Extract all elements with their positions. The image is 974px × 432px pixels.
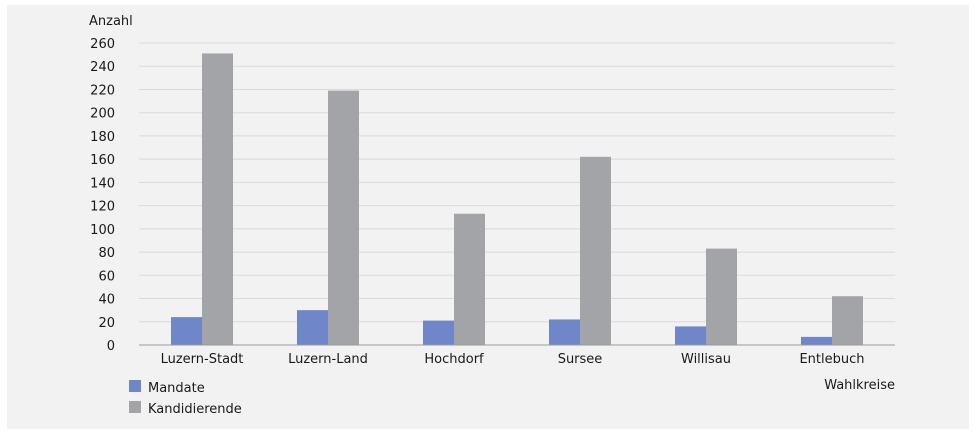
legend-item-kandidierende: Kandidierende <box>129 401 242 417</box>
bar-kandidierende <box>328 90 359 345</box>
y-tick-label: 80 <box>98 246 115 261</box>
bar-mandate <box>549 319 580 345</box>
y-tick-label: 140 <box>90 176 115 191</box>
bar-mandate <box>297 310 328 345</box>
bar-kandidierende <box>832 296 863 345</box>
bar-chart: 0 20 40 60 80 100 120 140 160 180 200 220 240 260 Luz… <box>89 14 895 417</box>
x-tick-label: Sursee <box>558 352 603 367</box>
bar-kandidierende <box>706 248 737 345</box>
bar-kandidierende <box>580 156 611 345</box>
bar-kandidierende <box>202 53 233 345</box>
y-tick-label: 100 <box>90 223 115 238</box>
y-tick-label: 220 <box>90 83 115 98</box>
x-tick-labels: Luzern-Stadt Luzern-Land Hochdorf Sursee Wil… <box>161 352 865 367</box>
bars <box>171 53 863 345</box>
x-tick-label: Hochdorf <box>424 352 484 367</box>
y-tick-label: 20 <box>98 316 115 331</box>
legend-swatch-mandate <box>129 380 141 392</box>
y-tick-label: 160 <box>90 153 115 168</box>
legend-label-mandate: Mandate <box>148 381 205 396</box>
legend: Mandate Kandidierende <box>129 380 242 417</box>
x-tick-label: Luzern-Stadt <box>161 352 244 367</box>
chart-panel: 0 20 40 60 80 100 120 140 160 180 200 220 240 260 Luz… <box>7 5 969 429</box>
x-tick-label: Entlebuch <box>799 352 864 367</box>
x-axis-title: Wahlkreise <box>824 378 895 393</box>
x-tick-label: Luzern-Land <box>288 352 368 367</box>
y-tick-label: 200 <box>90 107 115 122</box>
x-tick-label: Willisau <box>681 352 731 367</box>
y-tick-label: 60 <box>98 269 115 284</box>
bar-kandidierende <box>454 213 485 345</box>
y-tick-label: 120 <box>90 200 115 215</box>
bar-mandate <box>423 320 454 345</box>
legend-swatch-kandidierende <box>129 401 141 413</box>
bar-mandate <box>801 336 832 345</box>
y-tick-label: 40 <box>98 293 115 308</box>
gridlines <box>139 42 895 323</box>
bar-mandate <box>171 317 202 345</box>
y-tick-label: 240 <box>90 60 115 75</box>
y-tick-label: 180 <box>90 130 115 145</box>
y-axis-title: Anzahl <box>89 14 133 29</box>
legend-item-mandate: Mandate <box>129 380 205 396</box>
y-tick-label: 0 <box>107 339 115 354</box>
legend-label-kandidierende: Kandidierende <box>148 402 242 417</box>
y-tick-label: 260 <box>90 37 115 52</box>
y-tick-labels: 0 20 40 60 80 100 120 140 160 180 200 220 240 260 <box>90 37 115 354</box>
bar-mandate <box>675 326 706 345</box>
